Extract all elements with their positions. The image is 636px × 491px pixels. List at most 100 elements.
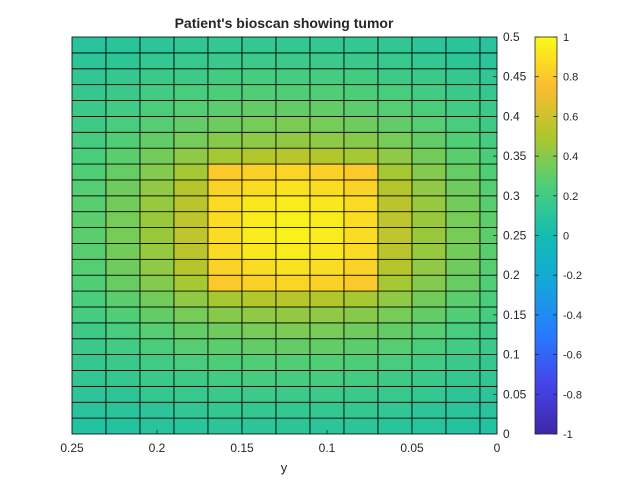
heatmap-cell	[241, 274, 277, 292]
heatmap-cell	[105, 68, 141, 86]
heatmap-cell	[71, 36, 107, 54]
heatmap-cell	[105, 290, 141, 308]
heatmap-cell	[309, 68, 345, 86]
heatmap-cell	[241, 100, 277, 117]
heatmap-cell	[139, 370, 175, 387]
heatmap-cell	[343, 84, 379, 101]
heatmap-cell	[411, 306, 447, 324]
heatmap-cell	[411, 211, 447, 228]
heatmap-cell	[173, 385, 209, 403]
heatmap-cell	[275, 243, 311, 260]
heatmap-cell	[105, 385, 141, 403]
heatmap-cell	[105, 401, 141, 419]
heatmap-cell	[445, 401, 481, 419]
y-tick-label: 0	[503, 427, 510, 441]
heatmap-cell	[105, 417, 141, 435]
heatmap-cell	[173, 243, 209, 260]
heatmap-cell	[309, 258, 345, 276]
heatmap-cell	[309, 385, 345, 403]
heatmap-cell	[445, 131, 481, 149]
heatmap-cell	[377, 116, 413, 133]
heatmap-cell	[343, 338, 379, 356]
heatmap-cell	[479, 84, 498, 101]
heatmap-cell	[411, 243, 447, 260]
heatmap-cell	[343, 258, 379, 276]
heatmap-cell	[343, 116, 379, 133]
heatmap-cell	[309, 36, 345, 54]
heatmap-cell	[173, 258, 209, 276]
heatmap-cell	[445, 227, 481, 244]
heatmap-cell	[207, 290, 243, 308]
colorbar-tick-label: 0	[563, 231, 569, 243]
heatmap-cell	[445, 370, 481, 387]
heatmap-cell	[479, 401, 498, 419]
heatmap-cell	[105, 195, 141, 213]
y-tick-label: 0.2	[503, 268, 520, 282]
heatmap-cell	[241, 147, 277, 165]
heatmap-cell	[309, 227, 345, 244]
heatmap-cell	[207, 322, 243, 340]
colorbar-tick-label: -1	[563, 429, 573, 441]
y-axis: 0 0.05 0.1 0.15 0.2 0.25 0.3 0.35 0.4 0.45 0.5	[493, 30, 527, 441]
heatmap-cell	[105, 36, 141, 54]
heatmap-cell	[343, 147, 379, 165]
x-tick-label: 0.2	[149, 441, 166, 455]
heatmap-cell	[71, 195, 107, 213]
heatmap-cell	[445, 274, 481, 292]
heatmap-cell	[139, 290, 175, 308]
heatmap-cell	[105, 163, 141, 181]
heatmap-cell	[139, 385, 175, 403]
heatmap-cell	[275, 417, 311, 435]
heatmap-cell	[207, 116, 243, 133]
heatmap-cell	[377, 243, 413, 260]
heatmap-cell	[445, 68, 481, 86]
heatmap-cell	[139, 258, 175, 276]
heatmap-cell	[275, 354, 311, 371]
heatmap-cell	[241, 36, 277, 54]
heatmap-cell	[275, 274, 311, 292]
heatmap-cell	[71, 322, 107, 340]
heatmap-cell	[309, 116, 345, 133]
heatmap-cell	[139, 227, 175, 244]
heatmap-cell	[275, 211, 311, 228]
heatmap-cells	[71, 36, 498, 435]
heatmap-cell	[173, 116, 209, 133]
heatmap-cell	[173, 52, 209, 70]
heatmap-cell	[105, 306, 141, 324]
heatmap-cell	[241, 131, 277, 149]
heatmap-cell	[445, 338, 481, 356]
heatmap-cell	[71, 306, 107, 324]
heatmap-cell	[71, 84, 107, 101]
heatmap-cell	[71, 338, 107, 356]
heatmap-cell	[105, 354, 141, 371]
heatmap-cell	[207, 385, 243, 403]
y-tick-label: 0.4	[503, 109, 520, 123]
heatmap-cell	[241, 290, 277, 308]
heatmap-cell	[309, 306, 345, 324]
y-tick-label: 0.35	[503, 149, 527, 163]
heatmap-cell	[207, 147, 243, 165]
heatmap-cell	[173, 147, 209, 165]
heatmap-cell	[173, 195, 209, 213]
heatmap-cell	[411, 84, 447, 101]
y-tick-label: 0.25	[503, 229, 527, 243]
heatmap-cell	[479, 195, 498, 213]
heatmap-cell	[275, 370, 311, 387]
heatmap-cell	[377, 211, 413, 228]
heatmap-cell	[343, 179, 379, 197]
heatmap-cell	[377, 258, 413, 276]
heatmap-cell	[479, 274, 498, 292]
y-tick-label: 0.15	[503, 308, 527, 322]
heatmap-cell	[207, 84, 243, 101]
y-tick-label: 0.1	[503, 348, 520, 362]
heatmap-cell	[445, 243, 481, 260]
heatmap-cell	[343, 243, 379, 260]
heatmap-cell	[411, 274, 447, 292]
heatmap-cell	[343, 290, 379, 308]
heatmap-cell	[479, 370, 498, 387]
heatmap-cell	[173, 68, 209, 86]
heatmap-cell	[105, 227, 141, 244]
heatmap-cell	[275, 52, 311, 70]
heatmap-cell	[343, 163, 379, 181]
heatmap-cell	[377, 354, 413, 371]
